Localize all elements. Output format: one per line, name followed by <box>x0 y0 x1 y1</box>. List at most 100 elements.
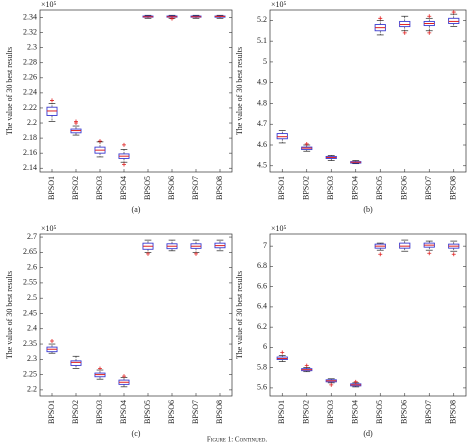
x-tick-label: BPSO3 <box>326 400 335 424</box>
panel-label: (c) <box>132 429 141 438</box>
box <box>399 20 411 28</box>
plot-frame <box>39 9 233 173</box>
y-tick-label: 7 <box>263 241 267 250</box>
x-tick-label: BPSO1 <box>277 176 286 200</box>
x-tick-label: BPSO5 <box>375 400 384 424</box>
y-tick-label: 4.6 <box>257 140 267 149</box>
x-tick-label: BPSO6 <box>167 400 176 424</box>
y-tick-label: 2.16 <box>23 148 37 157</box>
outlier <box>98 366 102 371</box>
outlier <box>304 363 309 368</box>
y-tick-label: 6.4 <box>257 302 267 311</box>
x-tick-label: BPSO1 <box>47 176 56 200</box>
y-tick-label: 2.5 <box>27 293 37 302</box>
y-tick-label: 2.18 <box>23 133 37 142</box>
x-tick-label: BPSO2 <box>302 400 311 424</box>
x-tick-label: BPSO8 <box>215 176 224 200</box>
y-axis-label: The value of 30 best results <box>235 47 244 135</box>
plot-frame <box>39 233 233 397</box>
outlier <box>122 162 126 167</box>
x-tick-label: BPSO4 <box>351 400 360 424</box>
outlier <box>146 251 150 256</box>
y-tick-label: 2.3 <box>27 43 37 52</box>
y-tick-label: 4.8 <box>257 98 267 107</box>
y-tick-label: 4.7 <box>257 119 267 128</box>
box <box>448 17 460 24</box>
y-tick-label: 2.45 <box>23 308 37 317</box>
y-tick-label: 2.2 <box>27 118 37 127</box>
y-tick-label: 2.7 <box>27 232 37 241</box>
outlier <box>402 30 407 35</box>
y-tick-label: 2.24 <box>23 88 37 97</box>
x-tick-label: BPSO1 <box>47 400 56 424</box>
y-tick-label: 2.14 <box>23 163 37 172</box>
outlier <box>378 16 383 21</box>
outlier <box>280 350 285 355</box>
outlier <box>50 98 54 103</box>
outlier <box>122 374 126 379</box>
exponent-label: ×10⁵ <box>41 0 57 9</box>
x-tick-label: BPSO8 <box>449 400 458 424</box>
outlier <box>329 382 334 387</box>
x-tick-label: BPSO2 <box>71 176 80 200</box>
y-axis-label: The value of 30 best results <box>5 271 14 359</box>
y-tick-label: 4.9 <box>257 78 267 87</box>
y-tick-label: 2.55 <box>23 278 37 287</box>
y-tick-label: 6.2 <box>257 322 267 331</box>
x-tick-label: BPSO3 <box>95 400 104 424</box>
outlier <box>353 379 358 384</box>
y-tick-label: 5.2 <box>257 15 267 24</box>
y-tick-label: 2.65 <box>23 247 37 256</box>
x-tick-label: BPSO4 <box>119 176 128 200</box>
y-tick-label: 2.22 <box>23 103 37 112</box>
x-tick-label: BPSO4 <box>119 400 128 424</box>
y-tick-label: 5.6 <box>257 383 267 392</box>
y-tick-label: 6.6 <box>257 281 267 290</box>
box <box>70 360 82 366</box>
y-tick-label: 5.8 <box>257 362 267 371</box>
outlier <box>122 142 126 147</box>
y-tick-label: 2.25 <box>23 369 37 378</box>
outlier <box>170 16 174 21</box>
plot-frame <box>269 233 467 397</box>
outlier <box>451 10 456 15</box>
box <box>276 133 288 140</box>
exponent-label: ×10⁵ <box>41 224 57 233</box>
x-tick-label: BPSO1 <box>277 400 286 424</box>
exponent-label: ×10⁵ <box>271 0 287 9</box>
outlier <box>74 119 78 124</box>
x-tick-label: BPSO7 <box>424 400 433 424</box>
y-tick-label: 5.1 <box>257 36 267 45</box>
outlier <box>378 252 383 257</box>
panel-label: (d) <box>363 429 373 438</box>
y-tick-label: 2.28 <box>23 58 37 67</box>
x-tick-label: BPSO8 <box>215 400 224 424</box>
y-axis-label: The value of 30 best results <box>235 271 244 359</box>
x-tick-label: BPSO5 <box>143 176 152 200</box>
outlier <box>427 14 432 19</box>
outlier <box>304 141 309 146</box>
x-tick-label: BPSO5 <box>143 400 152 424</box>
x-tick-label: BPSO6 <box>400 176 409 200</box>
exponent-label: ×10⁵ <box>271 224 287 233</box>
y-axis-label: The value of 30 best results <box>5 47 14 135</box>
y-tick-label: 2.35 <box>23 339 37 348</box>
y-tick-label: 2.3 <box>27 354 37 363</box>
outlier <box>427 251 432 256</box>
x-tick-label: BPSO5 <box>375 176 384 200</box>
plot-frame <box>269 9 467 173</box>
figure-caption: Figure 1: Continued. <box>207 436 268 444</box>
outlier <box>194 251 198 256</box>
y-tick-label: 2.32 <box>23 27 37 36</box>
outlier <box>98 139 102 144</box>
x-tick-label: BPSO3 <box>326 176 335 200</box>
panel-label: (b) <box>363 205 373 214</box>
y-tick-label: 4.5 <box>257 161 267 170</box>
outlier <box>427 30 432 35</box>
x-tick-label: BPSO6 <box>167 176 176 200</box>
y-tick-label: 5 <box>263 57 267 66</box>
x-tick-label: BPSO8 <box>449 176 458 200</box>
x-tick-label: BPSO4 <box>351 176 360 200</box>
y-tick-label: 2.6 <box>27 262 37 271</box>
x-tick-label: BPSO7 <box>191 400 200 424</box>
